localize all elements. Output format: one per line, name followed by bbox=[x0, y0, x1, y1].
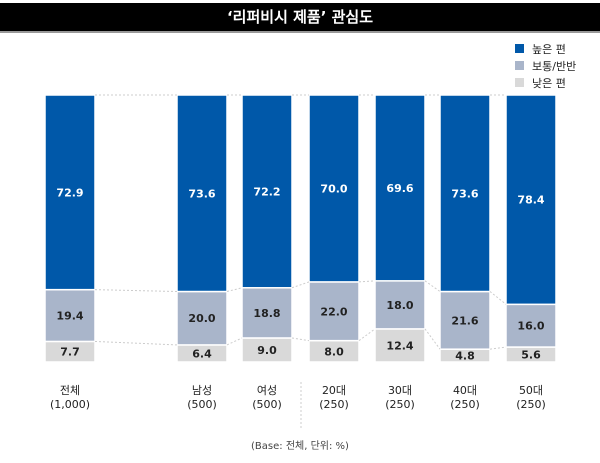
bar-segment bbox=[176, 94, 228, 293]
connector-line bbox=[291, 281, 310, 289]
bar-segment bbox=[374, 328, 426, 363]
category-label: (250) bbox=[516, 398, 546, 411]
data-label: 21.6 bbox=[451, 314, 478, 327]
data-label: 22.0 bbox=[320, 305, 347, 318]
category-label: 40대 bbox=[453, 384, 477, 397]
bar-segment bbox=[505, 303, 557, 348]
category-label: (250) bbox=[319, 398, 349, 411]
connector-line bbox=[424, 328, 441, 350]
category-label: (500) bbox=[187, 398, 217, 411]
data-label: 73.6 bbox=[451, 187, 478, 200]
bar-segment bbox=[241, 94, 293, 289]
data-label: 6.4 bbox=[192, 347, 212, 360]
connector-line bbox=[424, 280, 441, 292]
connector-line bbox=[226, 337, 243, 346]
legend-item: 낮은 편 bbox=[515, 74, 576, 91]
data-label: 70.0 bbox=[320, 182, 347, 195]
connector-line bbox=[358, 328, 376, 342]
data-label: 7.7 bbox=[60, 346, 80, 359]
connector-line bbox=[358, 280, 376, 283]
category-label: (1,000) bbox=[50, 398, 90, 411]
bar-segment bbox=[44, 288, 96, 343]
data-label: 18.0 bbox=[386, 299, 413, 312]
category-label: 50대 bbox=[519, 384, 543, 397]
legend-label: 보통/반반 bbox=[532, 59, 577, 73]
data-label: 16.0 bbox=[517, 320, 544, 333]
category-label: 20대 bbox=[322, 384, 346, 397]
data-label: 72.2 bbox=[253, 185, 280, 198]
category-label: (500) bbox=[252, 398, 282, 411]
connector-line bbox=[291, 337, 310, 342]
category-label: 전체 bbox=[60, 384, 80, 397]
bar-segment bbox=[439, 94, 491, 293]
data-label: 9.0 bbox=[257, 344, 277, 357]
legend-item: 보통/반반 bbox=[515, 57, 576, 74]
legend-swatch bbox=[515, 78, 524, 87]
bar-segment bbox=[241, 287, 293, 339]
legend-swatch bbox=[515, 44, 524, 53]
legend-item: 높은 편 bbox=[515, 40, 576, 57]
legend-swatch bbox=[515, 61, 524, 70]
bar-segment bbox=[176, 290, 228, 346]
legend-label: 낮은 편 bbox=[532, 76, 566, 90]
base-note: (Base: 전체, 단위: %) bbox=[251, 441, 349, 452]
connector-line bbox=[489, 291, 507, 305]
data-label: 20.0 bbox=[188, 312, 215, 325]
bar-segment bbox=[44, 94, 96, 291]
bar-segment bbox=[241, 337, 293, 363]
bar-segment bbox=[505, 94, 557, 306]
data-label: 8.0 bbox=[324, 345, 344, 358]
category-label: (250) bbox=[450, 398, 480, 411]
category-label: 여성 bbox=[257, 384, 277, 397]
connector-line bbox=[489, 346, 507, 350]
bar-segment bbox=[308, 281, 360, 342]
legend-label: 높은 편 bbox=[532, 42, 566, 56]
data-label: 4.8 bbox=[455, 350, 475, 363]
bar-segment bbox=[308, 94, 360, 283]
connector-line bbox=[94, 289, 178, 293]
category-label: 남성 bbox=[192, 384, 212, 397]
data-label: 5.6 bbox=[521, 349, 541, 362]
data-label: 19.4 bbox=[56, 310, 83, 323]
connector-line bbox=[226, 287, 243, 292]
data-label: 72.9 bbox=[56, 186, 83, 199]
chart-title: ‘리퍼비시 제품’ 관심도 bbox=[0, 3, 600, 33]
bar-segment bbox=[374, 94, 426, 282]
bar-segment bbox=[439, 290, 491, 350]
data-label: 78.4 bbox=[517, 194, 544, 207]
data-label: 73.6 bbox=[188, 187, 215, 200]
connector-line bbox=[94, 340, 178, 346]
category-label: 30대 bbox=[388, 384, 412, 397]
category-label: (250) bbox=[385, 398, 415, 411]
data-label: 18.8 bbox=[253, 307, 280, 320]
data-label: 69.6 bbox=[386, 182, 413, 195]
data-label: 12.4 bbox=[386, 339, 413, 352]
